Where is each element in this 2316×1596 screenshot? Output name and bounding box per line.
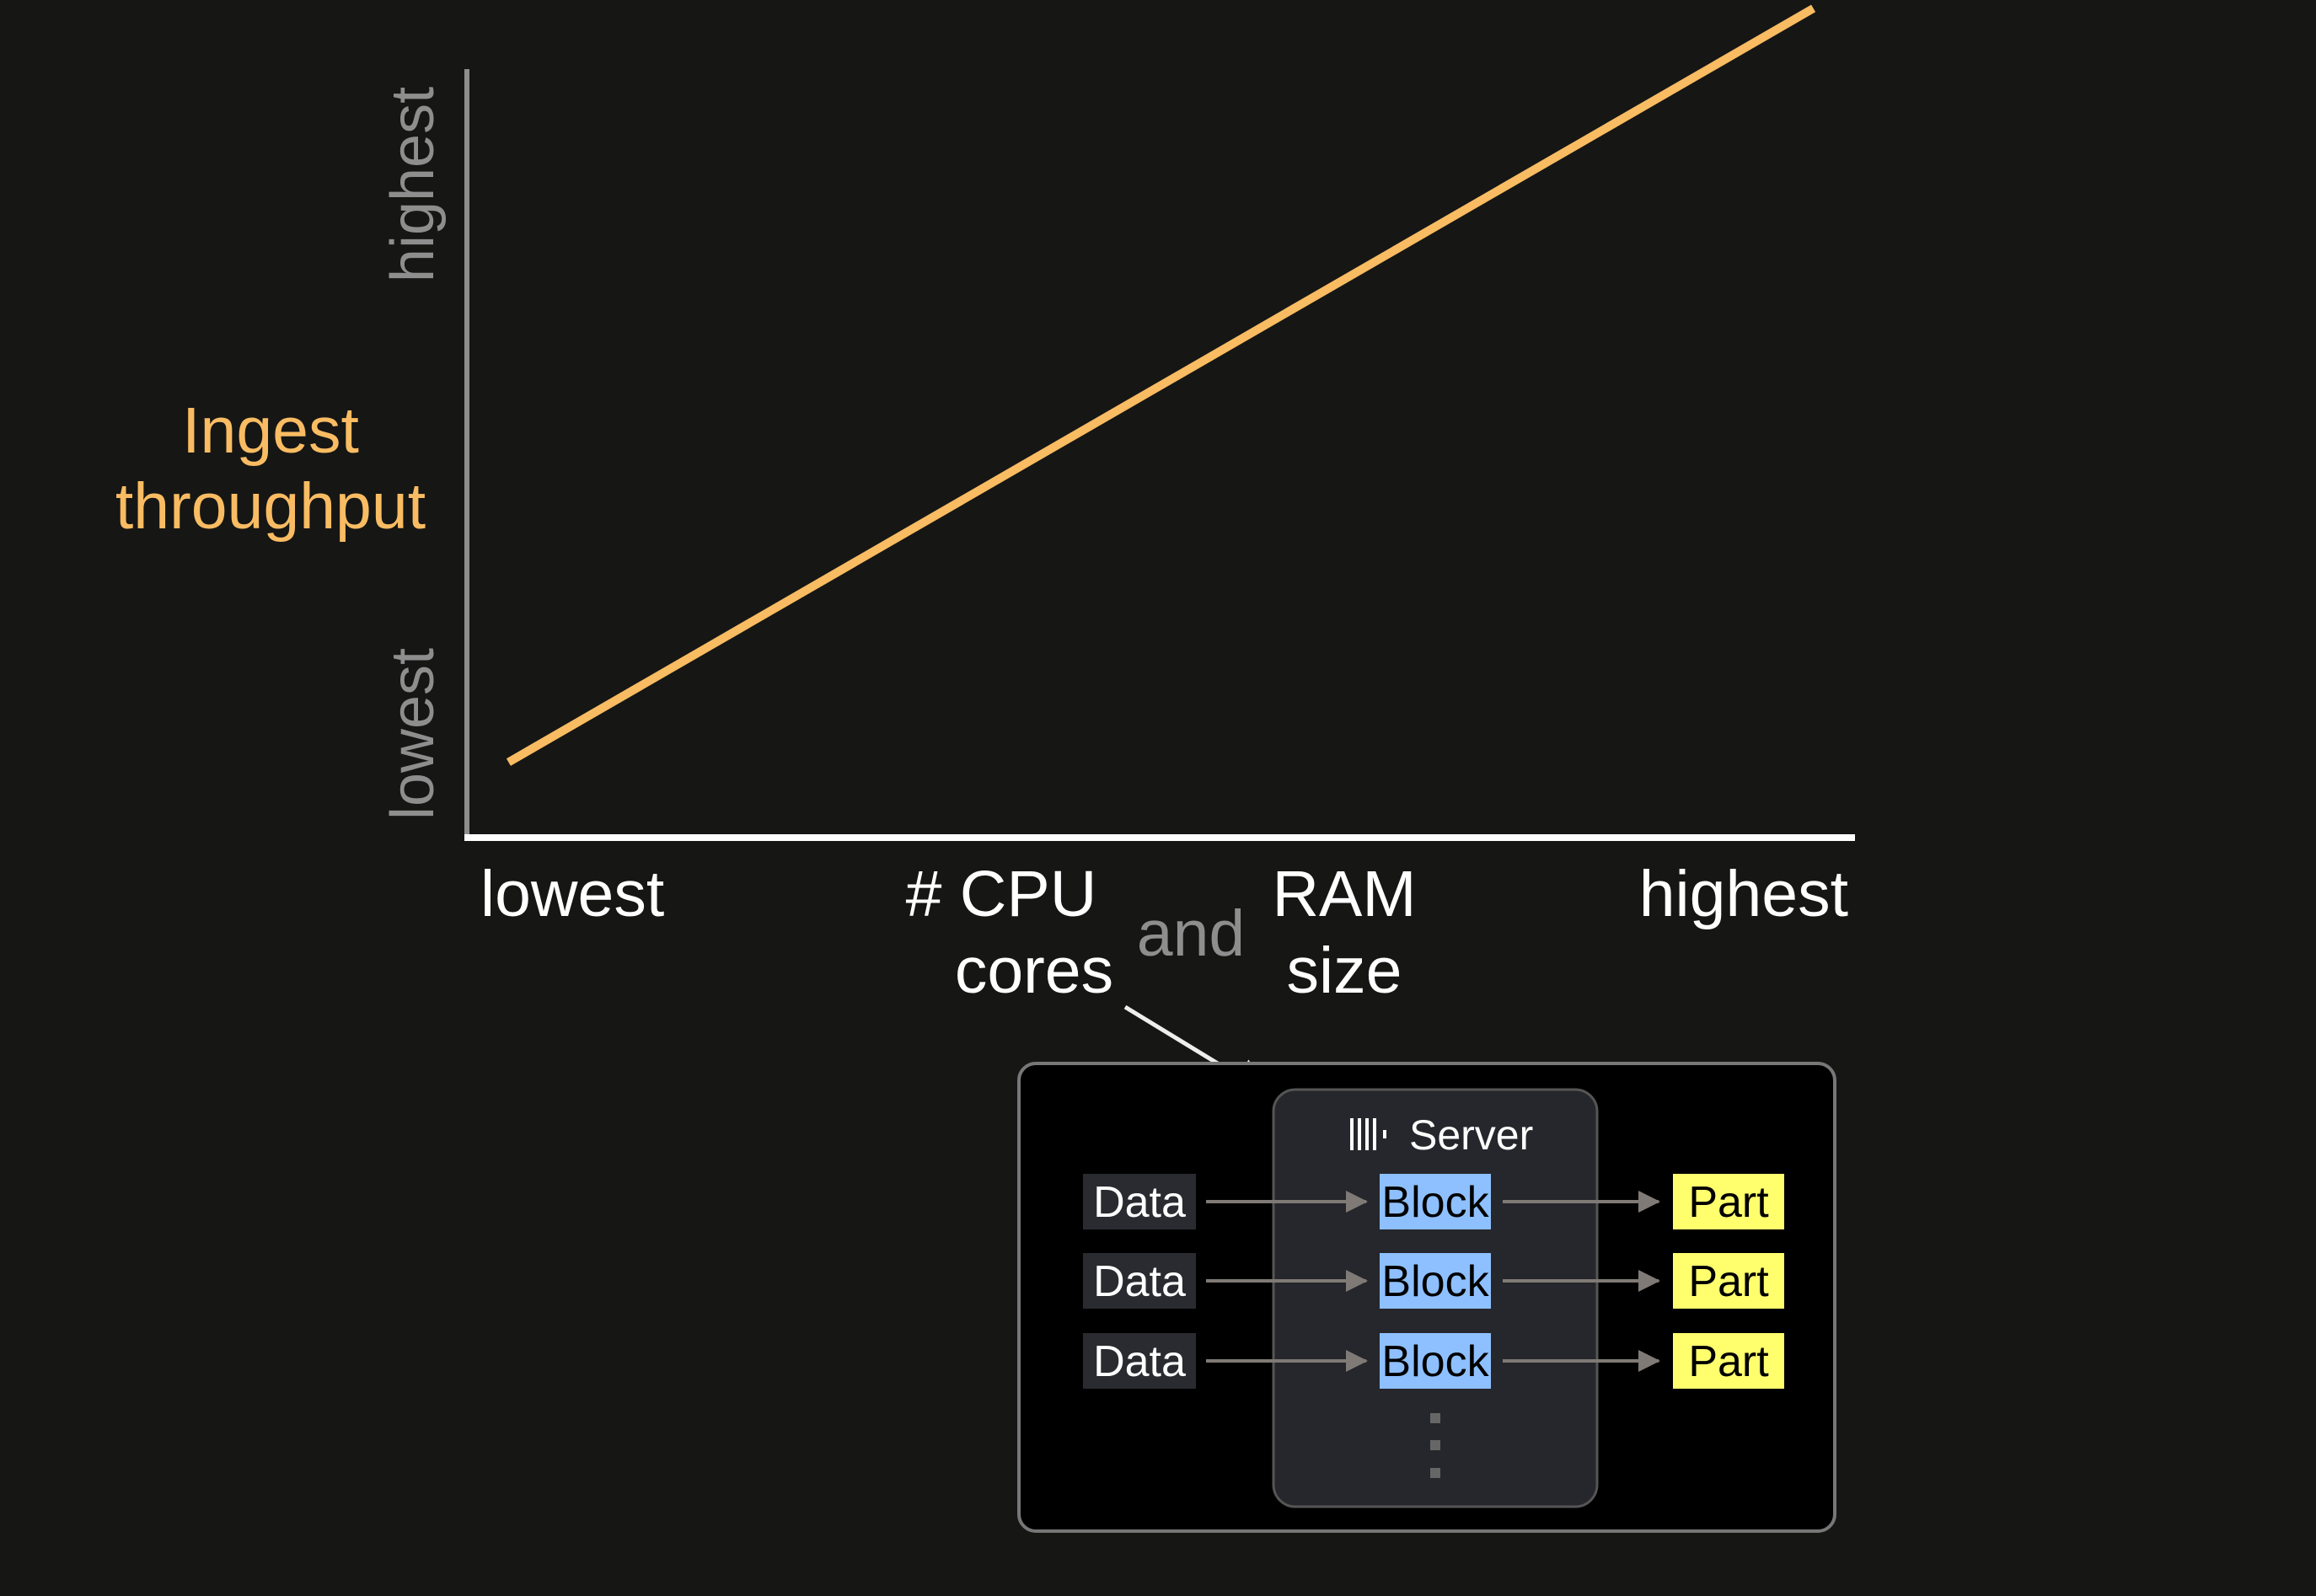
x-tick-lowest: lowest bbox=[480, 858, 664, 930]
y-tick-lowest: lowest bbox=[379, 648, 447, 820]
diagram-row: Data Block Part bbox=[1083, 1333, 1784, 1389]
x-label-cpu-line2: cores bbox=[955, 935, 1113, 1007]
x-label-ram-line2: size bbox=[1287, 935, 1402, 1007]
diagram-row: Data Block Part bbox=[1083, 1174, 1784, 1229]
clickhouse-logo-icon bbox=[1350, 1118, 1386, 1150]
data-label: Data bbox=[1093, 1178, 1186, 1227]
block-label: Block bbox=[1381, 1178, 1489, 1227]
part-box bbox=[1673, 1253, 1784, 1309]
x-label-connector: and bbox=[1137, 897, 1245, 970]
block-box bbox=[1380, 1253, 1491, 1309]
data-box bbox=[1083, 1253, 1196, 1309]
part-box bbox=[1673, 1333, 1784, 1389]
ingest-diagram: Server Data Block Part Data Block Part Data Blo… bbox=[1017, 1062, 1836, 1533]
part-label: Part bbox=[1688, 1257, 1769, 1306]
block-label: Block bbox=[1381, 1257, 1489, 1306]
data-label: Data bbox=[1093, 1337, 1186, 1386]
data-box bbox=[1083, 1333, 1196, 1389]
more-ellipsis bbox=[1430, 1413, 1440, 1478]
x-label-ram-line1: RAM bbox=[1272, 858, 1416, 930]
diagram-row: Data Block Part bbox=[1083, 1253, 1784, 1309]
x-label-cpu-line1: # CPU bbox=[906, 858, 1097, 930]
block-box bbox=[1380, 1333, 1491, 1389]
y-tick-highest: highest bbox=[379, 87, 447, 282]
y-axis-label-line2: throughput bbox=[115, 470, 426, 543]
x-tick-highest: highest bbox=[1639, 858, 1848, 930]
data-label: Data bbox=[1093, 1257, 1186, 1306]
part-box bbox=[1673, 1174, 1784, 1229]
part-label: Part bbox=[1688, 1337, 1769, 1386]
server-title: Server bbox=[1409, 1111, 1533, 1159]
part-label: Part bbox=[1688, 1178, 1769, 1227]
series-line bbox=[506, 4, 1816, 766]
y-axis-label-line1: Ingest bbox=[182, 394, 359, 467]
block-box bbox=[1380, 1174, 1491, 1229]
data-box bbox=[1083, 1174, 1196, 1229]
chart: highest lowest Ingest throughput lowest … bbox=[115, 4, 1855, 1007]
block-label: Block bbox=[1381, 1337, 1489, 1386]
